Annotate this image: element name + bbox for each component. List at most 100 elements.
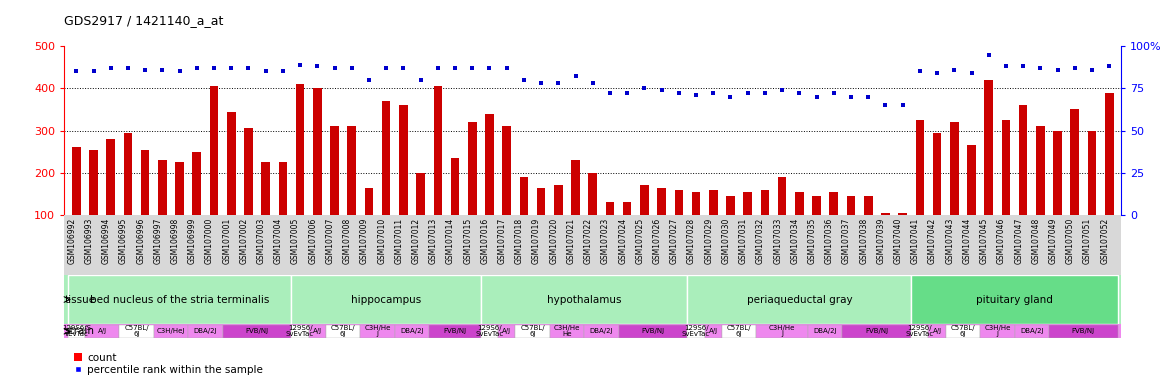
Text: A/J: A/J — [313, 328, 322, 334]
Text: FVB/NJ: FVB/NJ — [1072, 328, 1094, 334]
Bar — [68, 275, 292, 324]
Text: periaqueductal gray: periaqueductal gray — [746, 295, 853, 305]
Point — [600, 90, 619, 96]
Text: DBA/2J: DBA/2J — [194, 328, 217, 334]
Point — [531, 80, 550, 86]
Text: GSM107009: GSM107009 — [360, 218, 369, 265]
Text: C3H/He
J: C3H/He J — [769, 325, 795, 338]
Text: GSM107011: GSM107011 — [395, 218, 403, 264]
Bar — [515, 325, 550, 338]
Bar — [296, 84, 305, 257]
Bar — [550, 325, 584, 338]
Bar — [193, 152, 201, 257]
Text: FVB/NJ: FVB/NJ — [865, 328, 889, 334]
Point — [807, 94, 826, 100]
Text: GSM106998: GSM106998 — [171, 218, 180, 264]
Bar — [658, 188, 666, 257]
Text: GSM107039: GSM107039 — [876, 218, 885, 265]
Bar — [709, 190, 717, 257]
Text: C57BL/
6J: C57BL/ 6J — [124, 325, 148, 338]
Bar — [929, 325, 946, 338]
Bar — [980, 325, 1015, 338]
Text: GSM107028: GSM107028 — [687, 218, 696, 264]
Bar — [722, 325, 757, 338]
Text: GSM106996: GSM106996 — [137, 218, 145, 265]
Bar — [119, 325, 154, 338]
Text: GSM107002: GSM107002 — [239, 218, 249, 264]
Bar — [481, 275, 688, 324]
Text: GSM107046: GSM107046 — [997, 218, 1006, 265]
Bar — [124, 132, 132, 257]
Bar — [864, 196, 872, 257]
Point — [945, 67, 964, 73]
Bar — [106, 139, 114, 257]
Text: GSM107027: GSM107027 — [669, 218, 679, 264]
Bar — [1071, 109, 1079, 257]
Bar — [292, 275, 481, 324]
Text: A/J: A/J — [502, 328, 512, 334]
Point — [446, 65, 465, 71]
Text: DBA/2J: DBA/2J — [1020, 328, 1043, 334]
Bar — [433, 86, 443, 257]
Point — [858, 94, 877, 100]
Text: GSM107017: GSM107017 — [498, 218, 507, 264]
Text: GSM107038: GSM107038 — [860, 218, 868, 264]
Point — [756, 90, 774, 96]
Point — [429, 65, 447, 71]
Point — [549, 80, 568, 86]
Text: GSM107007: GSM107007 — [326, 218, 334, 265]
Text: GSM107003: GSM107003 — [257, 218, 265, 265]
Point — [273, 68, 292, 74]
Bar — [795, 192, 804, 257]
Text: GSM107022: GSM107022 — [584, 218, 592, 264]
Point — [377, 65, 396, 71]
Bar — [675, 190, 683, 257]
Point — [894, 102, 912, 108]
Text: 129S6/S
vEvTac: 129S6/S vEvTac — [62, 325, 91, 338]
Bar — [382, 101, 390, 257]
Bar — [1018, 105, 1028, 257]
Bar — [1087, 131, 1097, 257]
Text: GSM106992: GSM106992 — [68, 218, 76, 264]
Text: bed nucleus of the stria terminalis: bed nucleus of the stria terminalis — [90, 295, 270, 305]
Legend: count, percentile rank within the sample: count, percentile rank within the sample — [69, 348, 267, 379]
Text: GSM107034: GSM107034 — [791, 218, 799, 265]
Text: GSM106995: GSM106995 — [119, 218, 128, 265]
Bar — [262, 162, 270, 257]
Text: GSM107015: GSM107015 — [464, 218, 472, 264]
Point — [911, 68, 930, 74]
Point — [239, 65, 258, 71]
Text: GSM106997: GSM106997 — [153, 218, 162, 265]
Point — [119, 65, 138, 71]
Bar — [933, 132, 941, 257]
Point — [84, 68, 103, 74]
Text: GSM107021: GSM107021 — [566, 218, 576, 264]
Text: GSM106994: GSM106994 — [102, 218, 111, 265]
Bar — [589, 173, 597, 257]
Point — [360, 77, 378, 83]
Bar — [175, 162, 183, 257]
Text: GSM107032: GSM107032 — [756, 218, 765, 264]
Text: DBA/2J: DBA/2J — [590, 328, 613, 334]
Bar — [227, 112, 236, 257]
Bar — [89, 149, 98, 257]
Point — [566, 73, 585, 79]
Bar — [554, 185, 563, 257]
Point — [842, 94, 861, 100]
Bar — [688, 275, 911, 324]
Text: GSM107020: GSM107020 — [549, 218, 558, 264]
Text: GSM107010: GSM107010 — [377, 218, 387, 264]
Text: GSM107001: GSM107001 — [222, 218, 231, 264]
Point — [583, 80, 602, 86]
Bar — [950, 122, 959, 257]
Point — [325, 65, 343, 71]
Bar — [498, 325, 515, 338]
Text: GSM107031: GSM107031 — [738, 218, 748, 264]
Point — [1083, 67, 1101, 73]
Bar — [881, 213, 890, 257]
Bar — [188, 325, 223, 338]
Text: C57BL/
6J: C57BL/ 6J — [951, 325, 975, 338]
Point — [704, 90, 723, 96]
Bar — [1036, 126, 1044, 257]
Bar — [1002, 120, 1010, 257]
